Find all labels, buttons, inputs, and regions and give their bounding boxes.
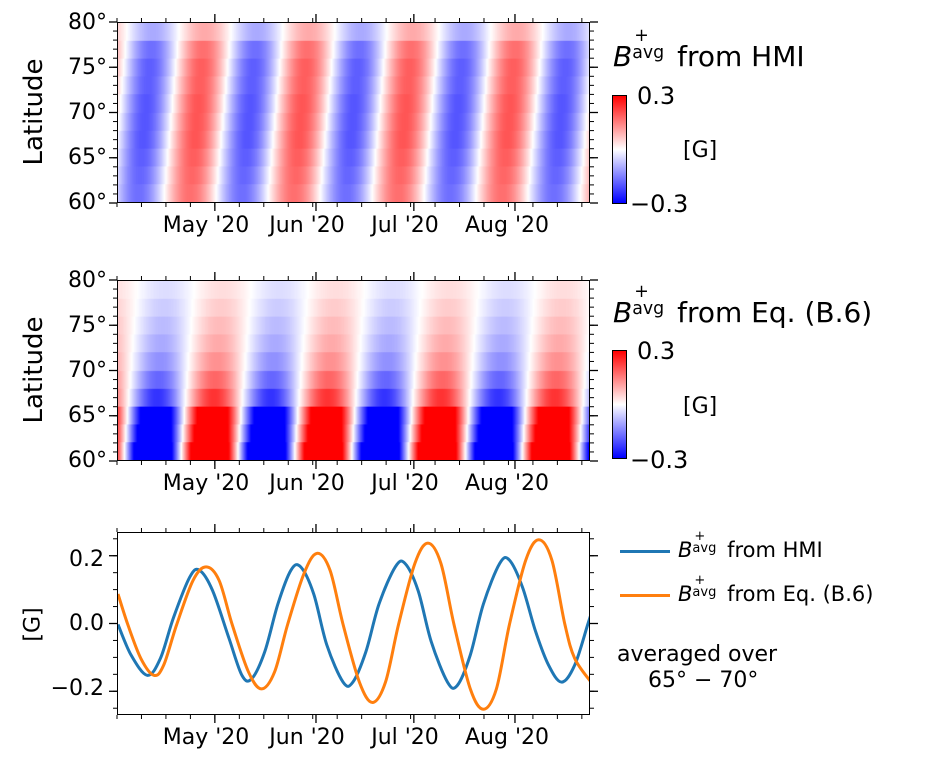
heatmap-hmi-colorbar <box>612 95 627 204</box>
heatmap-eq-b6-ytick-70: 70° <box>68 358 107 383</box>
legend-hmi-symbol: B <box>678 538 693 562</box>
heatmap-eq-b6-ytick-60: 60° <box>68 448 107 473</box>
legend-eq-b6-sub: avg <box>692 585 717 601</box>
heatmap-hmi-xtick-jul: Jul '20 <box>371 213 439 238</box>
line-plot-ticks <box>109 524 598 723</box>
series-line-eq-b6 <box>118 538 589 711</box>
line-plot <box>117 532 590 715</box>
heatmap-hmi-colorbar-min: −0.3 <box>630 190 689 218</box>
heatmap-eq-b6-title: B + avg from Eq. (B.6) <box>613 284 873 329</box>
heatmap-eq-b6-xtick-jul: Jul '20 <box>371 471 439 496</box>
heatmap-hmi-ytick-60: 60° <box>68 190 107 215</box>
heatmap-eq-b6-colorbar-max: 0.3 <box>637 337 676 365</box>
heatmap-hmi-title-sub: avg <box>632 43 665 64</box>
heatmap-eq-b6-colorbar <box>612 350 627 459</box>
heatmap-eq-b6-title-text: from Eq. (B.6) <box>668 296 873 329</box>
heatmap-eq-b6-ytick-80: 80° <box>68 268 107 293</box>
heatmap-eq-b6-image <box>118 281 589 460</box>
heatmap-eq-b6-xtick-jun: Jun '20 <box>269 471 345 496</box>
heatmap-eq-b6-ticks <box>109 272 598 469</box>
heatmap-eq-b6-xtick-may: May '20 <box>162 471 250 496</box>
line-plot-xtick-jul: Jul '20 <box>371 725 439 750</box>
line-plot-ytick-0.2: 0.2 <box>69 547 104 572</box>
heatmap-hmi-colorbar-unit: [G] <box>683 138 718 163</box>
legend-line-hmi <box>620 550 670 553</box>
heatmap-hmi-xtick-may: May '20 <box>162 213 250 238</box>
heatmap-hmi <box>117 22 590 203</box>
heatmap-hmi-ytick-75: 75° <box>68 55 107 80</box>
heatmap-eq-b6-title-symbol: B <box>613 296 633 329</box>
heatmap-hmi-colorbar-max: 0.3 <box>637 82 676 110</box>
heatmap-hmi-ticks <box>109 14 598 211</box>
legend-eq-b6-sup: + <box>694 572 706 588</box>
heatmap-hmi-title-sup: + <box>634 26 649 47</box>
legend-hmi-sub: avg <box>692 541 717 557</box>
heatmap-eq-b6-title-sup: + <box>634 282 649 303</box>
heatmap-hmi-xtick-aug: Aug '20 <box>465 213 549 238</box>
legend-eq-b6-symbol: B <box>678 582 693 606</box>
heatmap-eq-b6 <box>117 280 590 461</box>
legend-eq-b6-text: from Eq. (B.6) <box>720 582 874 606</box>
heatmap-hmi-title-text: from HMI <box>668 40 805 73</box>
heatmap-hmi-ytick-65: 65° <box>68 145 107 170</box>
line-plot-xtick-aug: Aug '20 <box>465 725 549 750</box>
legend-label-hmi: B + avg from HMI <box>678 529 823 562</box>
heatmap-eq-b6-ytick-75: 75° <box>68 313 107 338</box>
heatmap-hmi-image <box>118 23 589 202</box>
legend-hmi-text: from HMI <box>720 538 823 562</box>
heatmap-hmi-title: B + avg from HMI <box>613 28 805 73</box>
heatmap-eq-b6-ytick-65: 65° <box>68 403 107 428</box>
line-plot-svg <box>118 538 589 711</box>
legend-line-eq-b6 <box>620 594 670 597</box>
heatmap-hmi-ytick-70: 70° <box>68 100 107 125</box>
annotation-latitude-range: 65° − 70° <box>648 668 759 693</box>
heatmap-hmi-ytick-80: 80° <box>68 10 107 35</box>
line-plot-xtick-may: May '20 <box>162 725 250 750</box>
heatmap-hmi-xtick-jun: Jun '20 <box>269 213 345 238</box>
heatmap-hmi-title-symbol: B <box>613 40 633 73</box>
heatmap-eq-b6-colorbar-min: −0.3 <box>630 446 689 474</box>
line-plot-ytick-0.0: 0.0 <box>69 611 104 636</box>
line-plot-ytick-neg0.2: −0.2 <box>50 676 104 701</box>
heatmap-eq-b6-xtick-aug: Aug '20 <box>465 471 549 496</box>
legend-label-eq-b6: B + avg from Eq. (B.6) <box>678 573 874 606</box>
legend-hmi-sup: + <box>694 528 706 544</box>
annotation-averaged-over: averaged over <box>617 642 778 667</box>
line-plot-xtick-jun: Jun '20 <box>269 725 345 750</box>
heatmap-eq-b6-title-sub: avg <box>632 299 665 320</box>
heatmap-eq-b6-colorbar-unit: [G] <box>683 394 718 419</box>
